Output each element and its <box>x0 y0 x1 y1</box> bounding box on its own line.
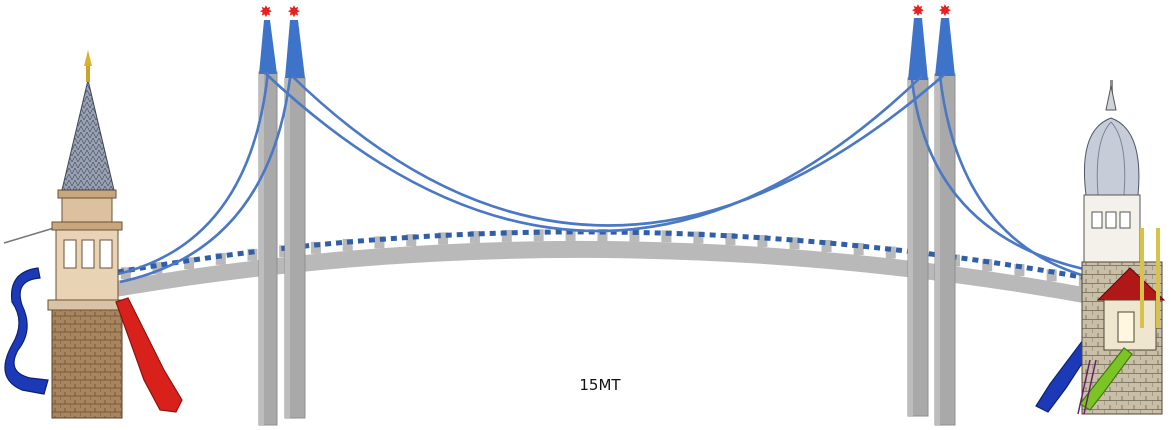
deck-merlon <box>629 229 640 242</box>
right-pylons: ✸ ✸ <box>907 1 956 426</box>
castle-tower-left <box>3 50 183 419</box>
deck-merlon <box>342 238 353 251</box>
suspension-cable <box>119 77 292 284</box>
deck-merlon <box>533 229 544 242</box>
beacon-star: ✸ <box>287 2 300 21</box>
deck-merlon <box>597 229 608 241</box>
castle-tower-right <box>1035 80 1166 415</box>
deck-merlon <box>310 241 321 254</box>
slide <box>4 267 49 395</box>
left-pylons: ✸ ✸ <box>258 2 306 426</box>
deck-merlon <box>247 248 258 261</box>
deck-merlon <box>184 257 195 270</box>
beacon-star: ✸ <box>938 1 951 20</box>
slide <box>1079 347 1133 411</box>
suspension-cables <box>117 71 1101 284</box>
pylon-cap <box>935 18 955 76</box>
deck-merlon <box>693 231 704 244</box>
deck-merlons <box>120 228 1089 288</box>
deck-merlon <box>501 229 512 242</box>
deck-merlon <box>982 259 993 272</box>
deck-merlon <box>885 246 896 259</box>
deck-merlon <box>438 232 449 245</box>
deck-merlon <box>374 236 385 249</box>
deck-merlon <box>821 239 832 252</box>
beacon-star: ✸ <box>911 1 924 20</box>
suspension-cable <box>117 71 270 276</box>
deck-merlon <box>406 234 417 247</box>
pylon-cap <box>259 20 277 74</box>
suspension-cable <box>910 79 1099 274</box>
slide <box>115 297 183 413</box>
suspension-cable <box>938 75 1101 282</box>
beacon-star: ✸ <box>259 2 272 21</box>
deck-merlon <box>565 228 576 241</box>
deck-merlon <box>853 243 864 256</box>
deck-merlon <box>1014 264 1025 277</box>
pylon-cap <box>285 20 305 78</box>
pylon-cap <box>908 18 928 80</box>
deck-merlon <box>789 237 800 250</box>
deck-merlon <box>279 245 290 258</box>
deck-merlon <box>757 234 768 247</box>
deck-merlon <box>661 230 672 243</box>
deck-merlon <box>215 252 226 265</box>
span-label: 15MT <box>579 376 621 394</box>
deck-merlon <box>152 262 163 275</box>
deck-merlon <box>469 230 480 243</box>
deck-merlon <box>1046 269 1057 282</box>
deck-merlon <box>725 233 736 246</box>
suspension-cable <box>263 71 923 233</box>
suspension-cable <box>291 73 946 227</box>
